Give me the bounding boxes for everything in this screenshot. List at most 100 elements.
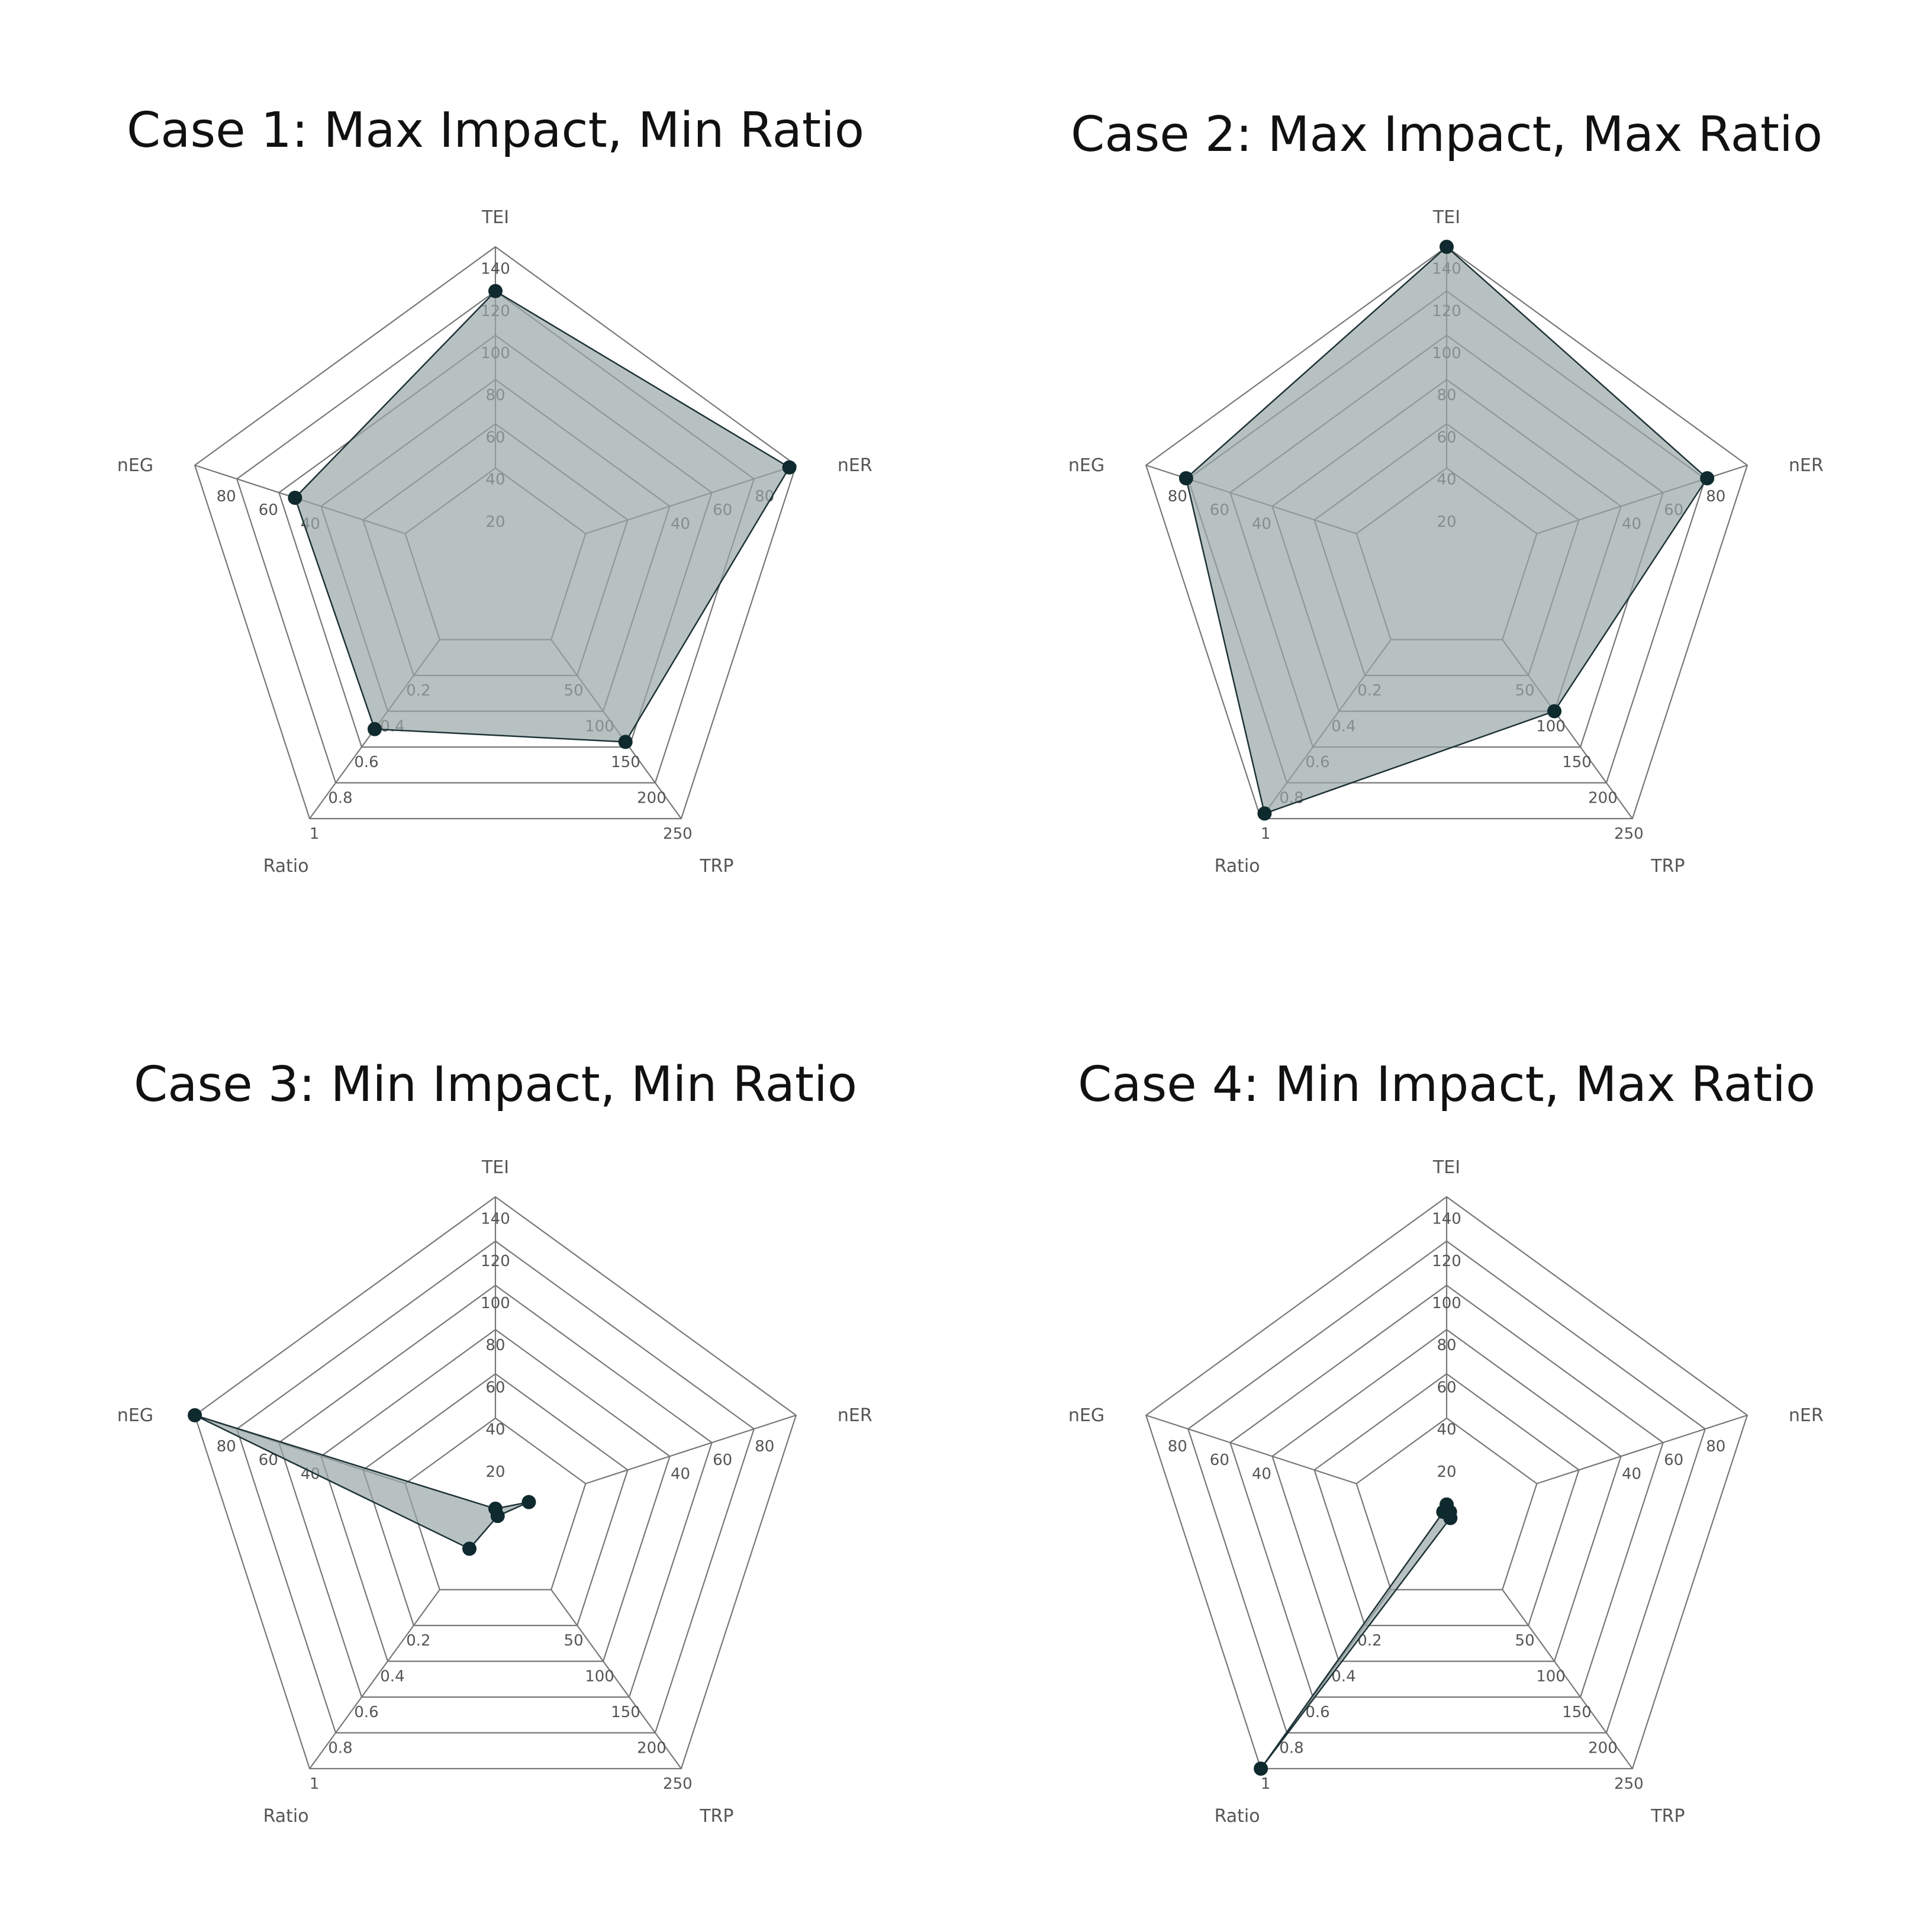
axis-label-ratio: Ratio xyxy=(1215,856,1260,877)
tick-label: 1 xyxy=(1261,1775,1271,1793)
axis-label-trp: TRP xyxy=(699,856,733,877)
axis-label-neg: nEG xyxy=(1068,455,1105,476)
tick-label: 100 xyxy=(1536,1668,1566,1686)
tick-label: 150 xyxy=(1562,754,1592,771)
grid-ring xyxy=(404,1417,587,1590)
data-point-tei xyxy=(488,284,503,298)
data-point-ratio xyxy=(1254,1762,1268,1776)
tick-label: 250 xyxy=(663,1775,693,1793)
tick-label: 150 xyxy=(611,754,640,771)
data-point-tei xyxy=(1440,240,1454,254)
tick-label: 140 xyxy=(1432,1210,1461,1228)
data-point-ratio xyxy=(1257,806,1272,821)
tick-label: 50 xyxy=(1515,1632,1535,1650)
tick-label: 150 xyxy=(1562,1704,1592,1721)
axis-spoke xyxy=(550,1589,682,1769)
tick-label: 80 xyxy=(1706,1438,1725,1456)
grid-ring xyxy=(320,1328,671,1662)
tick-label: 60 xyxy=(713,1451,732,1469)
tick-label: 40 xyxy=(1437,1421,1456,1439)
tick-label: 50 xyxy=(564,1632,584,1650)
axis-label-trp: TRP xyxy=(1650,856,1685,877)
data-point-neg xyxy=(188,1408,202,1422)
tick-label: 0.6 xyxy=(1305,1704,1329,1721)
tick-label: 60 xyxy=(1210,1451,1229,1469)
tick-label: 60 xyxy=(1437,1379,1456,1396)
grid-ring xyxy=(278,1284,713,1698)
chart-title: Case 4: Min Impact, Max Ratio xyxy=(1078,1057,1815,1113)
axis-label-ratio: Ratio xyxy=(1215,1806,1260,1827)
data-point-trp xyxy=(618,735,633,749)
grid-ring xyxy=(1145,246,1749,820)
tick-label: 60 xyxy=(485,1379,505,1396)
radar-panel-2: Case 2: Max Impact, Max RatioTEI20406080… xyxy=(1068,107,1824,877)
data-point-ner xyxy=(1700,471,1715,485)
tick-label: 200 xyxy=(1588,1740,1618,1757)
tick-label: 250 xyxy=(663,825,693,843)
data-point-trp xyxy=(490,1509,505,1524)
grid-ring xyxy=(362,1373,629,1627)
axis-spoke xyxy=(585,1414,797,1485)
grid-ring xyxy=(194,1196,797,1770)
grid-ring xyxy=(1313,1373,1580,1627)
tick-label: 140 xyxy=(481,260,510,278)
grid-ring xyxy=(236,1240,755,1734)
axis-label-ner: nER xyxy=(1789,455,1824,476)
axis-spoke xyxy=(1145,1414,1357,1485)
data-point-trp xyxy=(1547,704,1562,719)
tick-label: 1 xyxy=(1261,825,1271,843)
tick-label: 80 xyxy=(1706,488,1725,505)
axis-label-tei: TEI xyxy=(1432,1157,1460,1178)
axis-label-neg: nEG xyxy=(117,1405,153,1426)
axis-label-tei: TEI xyxy=(481,207,509,228)
tick-label: 120 xyxy=(1432,1252,1461,1270)
tick-label: 100 xyxy=(481,1295,510,1312)
tick-label: 250 xyxy=(1614,1775,1644,1793)
tick-label: 0.8 xyxy=(328,1740,352,1757)
axis-label-neg: nEG xyxy=(1068,1405,1105,1426)
tick-label: 0.2 xyxy=(406,1632,430,1650)
axis-spoke xyxy=(1502,1589,1633,1769)
data-area xyxy=(1260,1503,1451,1770)
tick-label: 0.6 xyxy=(354,1704,378,1721)
tick-label: 80 xyxy=(485,1337,505,1354)
tick-label: 40 xyxy=(1622,1465,1641,1483)
data-point-ner xyxy=(782,460,797,475)
tick-label: 40 xyxy=(671,1465,690,1483)
tick-label: 80 xyxy=(1168,488,1187,505)
data-area xyxy=(194,1414,530,1550)
data-area xyxy=(294,290,790,743)
grid-ring xyxy=(1355,1417,1538,1590)
axis-label-ratio: Ratio xyxy=(263,856,309,877)
tick-label: 100 xyxy=(1536,718,1566,736)
radar-panel-3: Case 3: Min Impact, Min Ratio TEI 20 40 60 80… xyxy=(117,1057,872,1827)
tick-label: 140 xyxy=(481,1210,510,1228)
chart-title: Case 2: Max Impact, Max Ratio xyxy=(1071,107,1822,163)
tick-label: 120 xyxy=(481,1252,510,1270)
tick-label: 200 xyxy=(637,790,666,807)
tick-label: 60 xyxy=(259,501,278,519)
data-point-neg xyxy=(288,490,302,505)
grid-ring xyxy=(1271,1328,1622,1662)
axis-label-neg: nEG xyxy=(117,455,153,476)
data-point-neg xyxy=(1178,471,1193,485)
chart-title: Case 1: Max Impact, Min Ratio xyxy=(127,102,864,159)
axis-label-ner: nER xyxy=(838,455,872,476)
chart-title: Case 3: Min Impact, Min Ratio xyxy=(134,1057,857,1113)
tick-label: 200 xyxy=(637,1740,666,1757)
tick-label: 80 xyxy=(217,1438,236,1456)
grid-ring xyxy=(1187,1240,1706,1734)
tick-label: 0.6 xyxy=(354,754,378,771)
axis-spoke xyxy=(1537,1414,1748,1485)
grid-ring xyxy=(1229,1284,1664,1698)
tick-label: 100 xyxy=(1432,1295,1461,1312)
tick-label: 200 xyxy=(1588,790,1618,807)
tick-label: 40 xyxy=(1252,1465,1271,1483)
tick-label: 20 xyxy=(1437,1463,1456,1481)
tick-label: 80 xyxy=(1437,1337,1456,1354)
data-point-ratio xyxy=(367,722,382,736)
tick-label: 1 xyxy=(310,1775,320,1793)
tick-label: 0.4 xyxy=(380,1668,404,1686)
axis-label-trp: TRP xyxy=(699,1806,733,1827)
